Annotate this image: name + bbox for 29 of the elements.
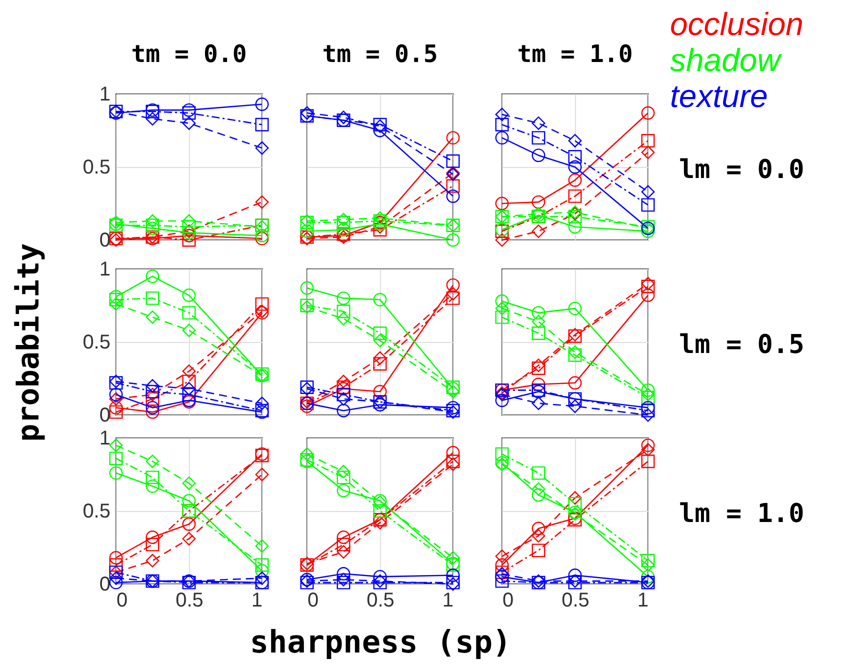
x-tick-label: 1 xyxy=(251,590,262,612)
text: shadow xyxy=(670,42,782,78)
y-tick-label: 1 xyxy=(99,428,110,450)
x-tick-label: 0.5 xyxy=(562,590,590,612)
y-tick-label: 0.5 xyxy=(82,500,110,522)
y-tick-label: 0 xyxy=(99,230,110,252)
text: texture xyxy=(670,78,768,114)
x-tick-label: 1 xyxy=(442,590,454,612)
chart-title: tm = 1.0 xyxy=(517,40,633,68)
text: lm = 0.0 xyxy=(679,155,804,185)
x-tick-label: 1 xyxy=(637,590,648,612)
text: lm = 0.5 xyxy=(679,330,804,360)
chart-title: tm = 0.0 xyxy=(131,40,247,68)
y-axis-title: probability xyxy=(12,243,47,442)
x-tick-label: 0 xyxy=(308,590,319,612)
x-tick-label: 0.5 xyxy=(176,590,204,612)
y-tick-label: 0.5 xyxy=(82,332,110,354)
x-axis-title: sharpness (sp) xyxy=(250,624,512,660)
x-tick-label: 0 xyxy=(502,590,514,612)
text: occlusion xyxy=(670,6,804,42)
y-tick-label: 0 xyxy=(99,574,110,596)
x-tick-label: 0 xyxy=(116,590,128,612)
y-tick-label: 1 xyxy=(99,258,110,280)
text: lm = 1.0 xyxy=(679,499,804,529)
y-tick-label: 1 xyxy=(99,84,110,106)
chart-title: tm = 0.5 xyxy=(322,40,438,68)
x-tick-label: 0.5 xyxy=(366,590,394,612)
y-tick-label: 0 xyxy=(99,404,110,426)
y-tick-label: 0.5 xyxy=(82,156,110,178)
